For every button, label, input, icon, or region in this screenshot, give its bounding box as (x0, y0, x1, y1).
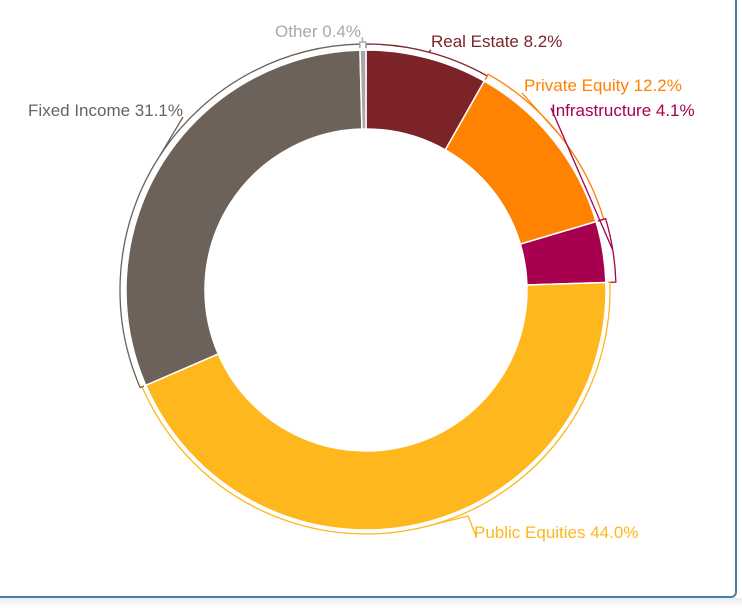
connector-other (359, 36, 367, 49)
label-real-estate: Real Estate 8.2% (431, 32, 562, 51)
connector-group (119, 36, 617, 537)
label-fixed-income: Fixed Income 31.1% (28, 101, 183, 120)
label-infrastructure: Infrastructure 4.1% (551, 101, 695, 120)
slice-other[interactable] (359, 49, 367, 130)
connector-fixed-income (119, 43, 361, 389)
slice-public-equities[interactable] (144, 281, 607, 531)
connector-infrastructure (550, 107, 617, 284)
slice-fixed-income[interactable] (125, 49, 363, 387)
slice-group (125, 49, 607, 531)
frame-bottom-shadow (0, 598, 742, 608)
connector-private-equity (484, 73, 605, 222)
label-private-equity: Private Equity 12.2% (524, 76, 682, 95)
connector-public-equities (141, 281, 611, 537)
label-other: Other 0.4% (275, 22, 361, 41)
connector-real-estate (365, 43, 489, 80)
label-public-equities: Public Equities 44.0% (474, 523, 638, 542)
